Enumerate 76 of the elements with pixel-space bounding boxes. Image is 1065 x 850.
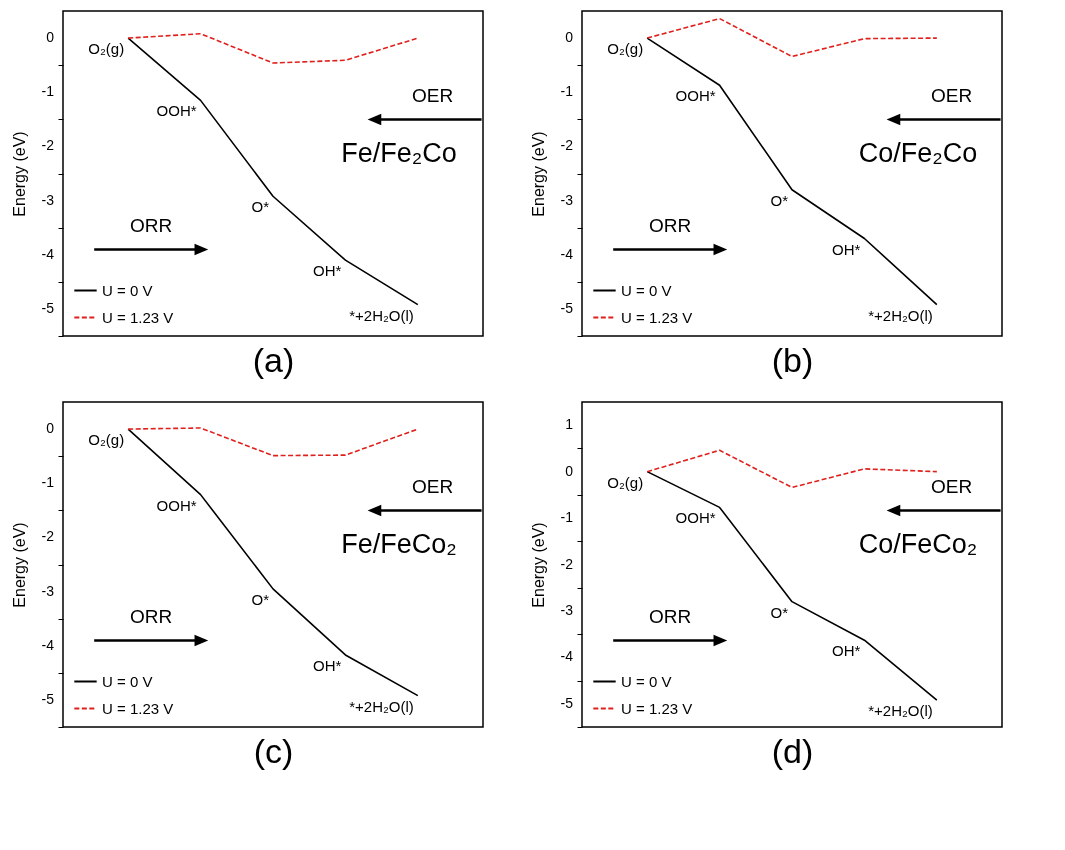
legend-label: U = 0 V — [102, 281, 153, 299]
y-tick-label: -3 — [560, 601, 574, 618]
annotation: *+2H₂O(l) — [868, 306, 933, 324]
y-tick-label: -4 — [41, 636, 55, 653]
annotation: OER — [931, 84, 973, 106]
annotation: ORR — [649, 605, 692, 627]
annotation: OER — [931, 475, 973, 497]
annotation: *+2H₂O(l) — [868, 702, 933, 720]
y-axis-title: Energy (eV) — [530, 522, 547, 608]
legend-label: U = 1.23 V — [621, 699, 693, 717]
y-tick-label: -3 — [41, 582, 55, 599]
y-tick-label: -5 — [560, 694, 574, 711]
annotation: O* — [770, 603, 789, 621]
annotation: ORR — [130, 605, 173, 627]
annotation: OOH* — [156, 496, 197, 514]
annotation: OOH* — [156, 102, 197, 120]
annotation: *+2H₂O(l) — [349, 306, 414, 324]
y-tick-label: 0 — [46, 420, 55, 437]
y-tick-label: -2 — [41, 528, 55, 545]
y-tick-label: -5 — [560, 299, 574, 316]
y-tick-label: 1 — [565, 416, 574, 433]
annotation: OH* — [313, 656, 342, 674]
legend-label: U = 0 V — [102, 672, 153, 690]
y-tick-label: 0 — [46, 29, 55, 46]
x-axis-title: (a) — [252, 340, 295, 379]
annotation: Co/FeCo₂ — [858, 529, 978, 559]
y-tick-label: -3 — [41, 191, 55, 208]
y-tick-label: -2 — [560, 137, 574, 154]
legend-label: U = 1.23 V — [102, 308, 174, 326]
annotation: OOH* — [675, 509, 716, 527]
legend-label: U = 1.23 V — [102, 699, 174, 717]
annotation: ORR — [130, 214, 173, 236]
y-axis-title: Energy (eV) — [530, 131, 547, 217]
annotation: O* — [251, 590, 270, 608]
annotation: OOH* — [675, 87, 716, 105]
y-tick-label: -2 — [41, 137, 55, 154]
annotation: OER — [412, 475, 454, 497]
x-axis-title: (d) — [771, 731, 814, 770]
y-tick-label: -1 — [41, 83, 55, 100]
annotation: O₂(g) — [88, 431, 125, 449]
annotation: Co/Fe₂Co — [858, 138, 978, 168]
annotation: Fe/Fe₂Co — [341, 138, 457, 168]
legend-label: U = 1.23 V — [621, 308, 693, 326]
y-tick-label: -4 — [560, 648, 574, 665]
annotation: O₂(g) — [88, 40, 125, 58]
y-tick-label: -5 — [41, 690, 55, 707]
y-tick-label: -1 — [41, 474, 55, 491]
annotation: O₂(g) — [607, 40, 644, 58]
annotation: OH* — [313, 262, 342, 280]
x-axis-title: (c) — [253, 731, 294, 770]
annotation: ORR — [649, 214, 692, 236]
line-series — [127, 32, 419, 64]
y-tick-label: -4 — [560, 245, 574, 262]
y-tick-label: -1 — [560, 509, 574, 526]
legend-label: U = 0 V — [621, 672, 672, 690]
legend-label: U = 0 V — [621, 281, 672, 299]
annotation: OH* — [832, 240, 861, 258]
line-series — [127, 427, 419, 457]
y-axis-title: Energy (eV) — [11, 522, 28, 608]
y-tick-label: -3 — [560, 191, 574, 208]
x-axis-title: (b) — [771, 340, 814, 379]
annotation: O* — [251, 198, 270, 216]
y-tick-label: 0 — [565, 462, 574, 479]
y-tick-label: 0 — [565, 29, 574, 46]
y-axis-title: Energy (eV) — [11, 131, 28, 217]
annotation: OER — [412, 84, 454, 106]
y-tick-label: -5 — [41, 299, 55, 316]
annotation: *+2H₂O(l) — [349, 697, 414, 715]
line-series — [646, 17, 938, 58]
y-tick-label: -1 — [560, 83, 574, 100]
annotation: OH* — [832, 642, 861, 660]
annotation: Fe/FeCo₂ — [341, 529, 457, 559]
y-tick-label: -4 — [41, 245, 55, 262]
y-tick-label: -2 — [560, 555, 574, 572]
annotation: O* — [770, 191, 789, 209]
annotation: O₂(g) — [607, 473, 644, 491]
